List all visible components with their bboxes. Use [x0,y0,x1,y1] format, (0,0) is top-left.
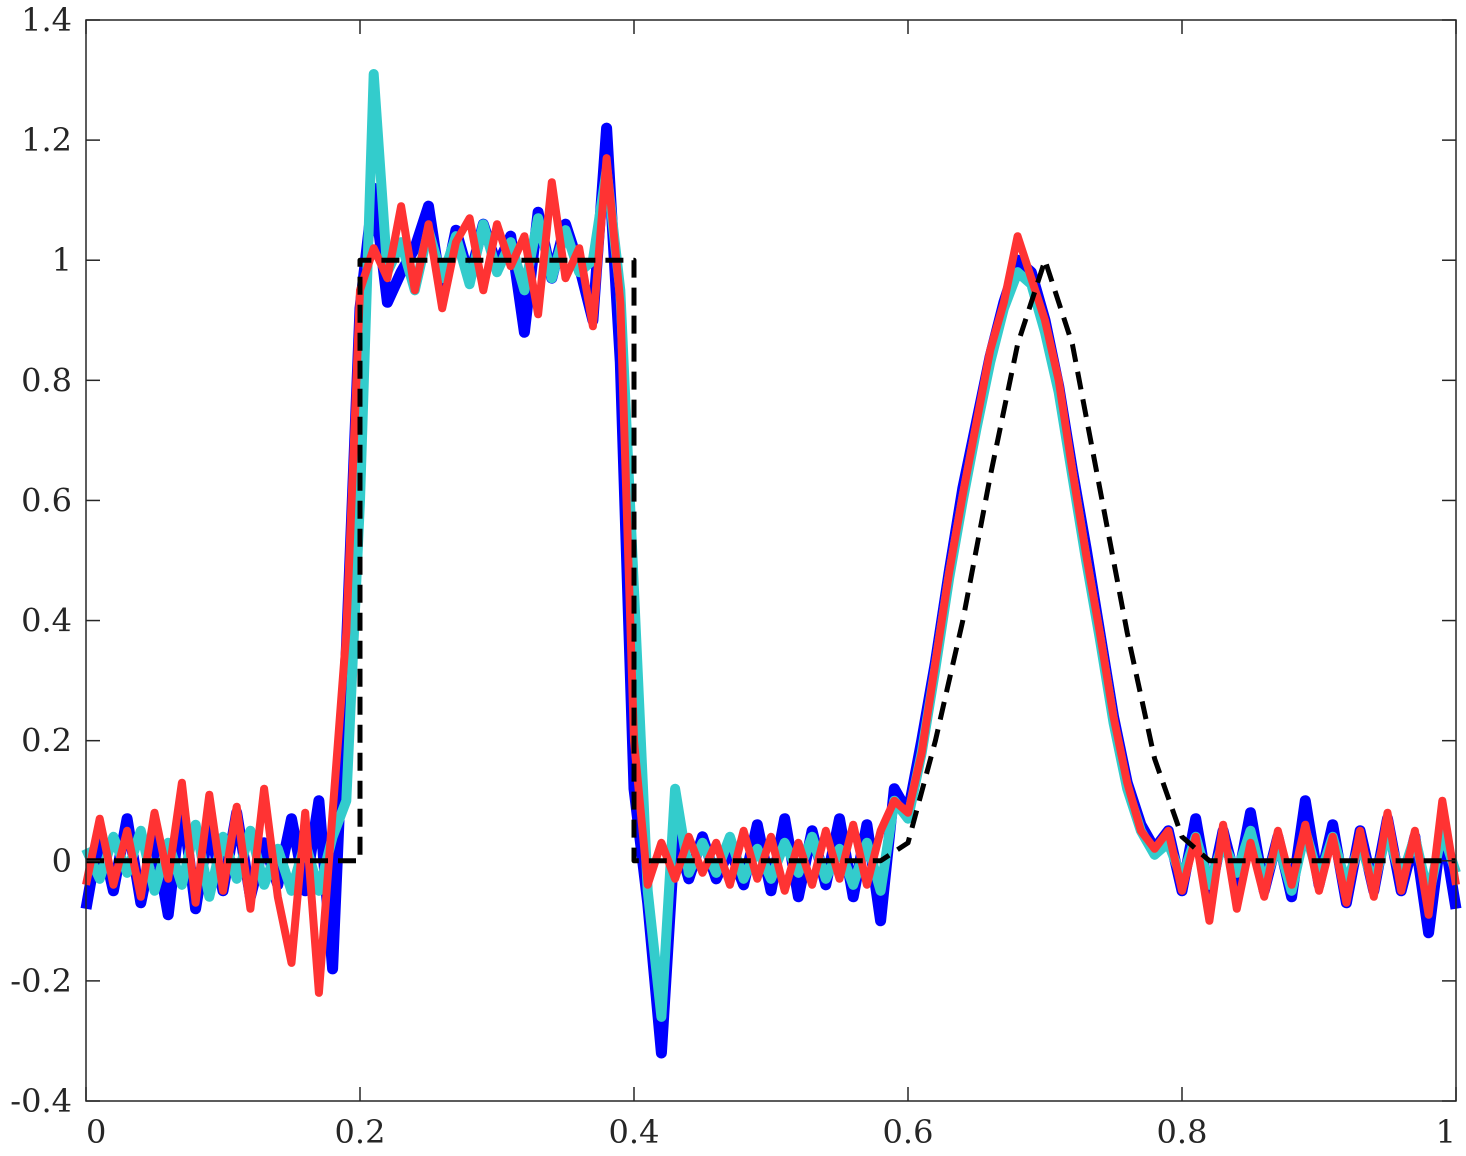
x-tick-label: 0 [86,1113,106,1151]
x-tick-label: 0.8 [1157,1113,1208,1151]
series-line-2 [81,69,1461,1022]
ticks-layer: 0 0.2 0.4 0.6 0.8 1 -0.4 -0.2 0 0.2 0.4 0.6 0.8 1 1.2 1… [10,1,1457,1151]
y-tick-label: -0.2 [10,962,72,1000]
series-layer [80,69,1462,1059]
y-tick-label: 0.4 [21,602,72,640]
y-tick-label: 1 [52,241,72,279]
plot-frame [85,19,1457,1102]
y-tick-label: 1.2 [21,121,72,159]
y-tick-label: 0.8 [21,361,72,399]
series-line-4 [86,257,1456,864]
series-line-1 [80,122,1462,1059]
y-tick-label: 0.2 [21,722,72,760]
y-tick-label: -0.4 [10,1082,72,1120]
x-tick-label: 0.6 [883,1113,934,1151]
x-tick-label: 0.4 [609,1113,660,1151]
y-tick-label: 0.6 [21,481,72,519]
y-tick-label: 0 [52,842,72,880]
x-tick-label: 0.2 [335,1113,386,1151]
y-tick-label: 1.4 [21,1,72,39]
x-tick-label: 1 [1436,1113,1456,1151]
series-line-3 [82,154,1460,997]
